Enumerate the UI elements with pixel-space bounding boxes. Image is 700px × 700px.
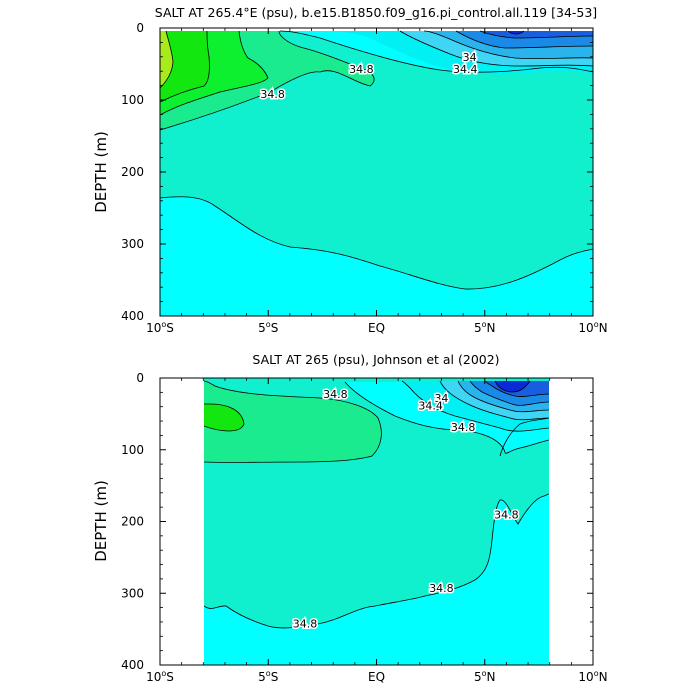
top-contour-33.8 — [507, 30, 525, 35]
bottom-x-tick-label: 5oN — [474, 669, 496, 684]
top-fill-34.8 — [160, 31, 593, 290]
top-contour-34.4 — [399, 30, 593, 67]
bottom-panel: SALT AT 265 (psu), Johnson et al (2002) — [92, 352, 608, 684]
top-fill-35.4 — [160, 31, 210, 102]
top-x-tick-label: 10oN — [578, 320, 607, 335]
bottom-y-tick-label: 300 — [121, 586, 144, 600]
top-contour-35.0 — [160, 30, 269, 116]
bot-fill-35.4 — [204, 404, 244, 431]
bot-contour-34.4 — [439, 380, 549, 421]
bottom-contour-label: 34.8 — [293, 617, 318, 630]
top-y-tick-label: 200 — [121, 165, 144, 179]
top-x-tick-label: 5oN — [474, 320, 496, 335]
bot-contour-33.8 — [494, 380, 531, 393]
top-contour-34.2 — [423, 30, 593, 60]
top-y-tick-label: 0 — [136, 21, 144, 35]
bottom-axis-ticks: 10oS 5oS EQ 5oN 10oN 0 100 200 300 400 — [121, 371, 607, 684]
top-contour-label: 34.8 — [260, 88, 285, 101]
top-contour-34.6 — [160, 196, 593, 290]
top-y-tick-label: 100 — [121, 93, 144, 107]
bottom-panel-title: SALT AT 265 (psu), Johnson et al (2002) — [252, 352, 499, 367]
bot-contour-35.0 — [204, 380, 382, 463]
bottom-contour-label: 34.8 — [494, 508, 519, 521]
bottom-y-axis-label: DEPTH (m) — [92, 480, 110, 562]
bot-contour-34.8-edge — [499, 417, 549, 457]
bottom-x-tick-label: 10oS — [146, 669, 174, 684]
top-contour-34.8-a — [160, 71, 321, 131]
top-y-axis-label: DEPTH (m) — [92, 131, 110, 213]
top-contour-34.8-b — [278, 30, 375, 87]
bottom-x-tick-label: 10oN — [578, 669, 607, 684]
bottom-contour-label: 34 — [434, 392, 448, 405]
bottom-contour-label: 34.4 — [418, 399, 443, 412]
top-axis-ticks: 10oS 5oS EQ 5oN 10oN 0 100 200 300 400 — [121, 21, 607, 335]
bottom-x-tick-label: EQ — [368, 670, 385, 684]
top-y-tick-label: 400 — [121, 309, 144, 323]
top-contour-34.0 — [455, 30, 593, 49]
bottom-contour-label: 34.8 — [323, 388, 348, 401]
top-contour-label: 34 — [463, 51, 477, 64]
bot-contour-34.2 — [457, 380, 549, 413]
bottom-contour-label: 34.8 — [429, 582, 454, 595]
top-panel: SALT AT 265.4°E (psu), b.e15.B1850.f09_g… — [92, 5, 608, 335]
bot-contour-34.0 — [469, 380, 549, 406]
top-x-tick-label: EQ — [368, 321, 385, 335]
bottom-y-tick-label: 100 — [121, 443, 144, 457]
bot-fill-34.6 — [204, 494, 549, 665]
bot-contour-34.8-deep — [204, 493, 549, 629]
bot-fill-35.0 — [204, 381, 382, 463]
top-panel-title: SALT AT 265.4°E (psu), b.e15.B1850.f09_g… — [155, 5, 597, 20]
bottom-y-tick-label: 400 — [121, 658, 144, 672]
bottom-y-tick-label: 0 — [136, 371, 144, 385]
bot-contour-33.9 — [484, 380, 549, 397]
top-contour-label: 34.4 — [453, 63, 478, 76]
top-y-tick-label: 300 — [121, 237, 144, 251]
top-contour-lines — [160, 30, 593, 290]
top-x-tick-label: 5oS — [258, 320, 278, 335]
bottom-contour-label: 34.8 — [451, 421, 476, 434]
top-contour-33.9 — [479, 30, 593, 39]
bot-contour-34.8-north — [344, 381, 549, 454]
top-contour-34.6-north — [279, 30, 593, 73]
bottom-contour-lines — [204, 380, 549, 629]
top-contour-35.2 — [160, 30, 210, 103]
bot-contour-35.2 — [204, 403, 245, 432]
top-contour-35.4 — [160, 30, 174, 89]
top-x-tick-label: 10oS — [146, 320, 174, 335]
top-contour-label: 34.8 — [349, 63, 374, 76]
bottom-x-tick-label: 5oS — [258, 669, 278, 684]
bottom-y-tick-label: 200 — [121, 515, 144, 529]
